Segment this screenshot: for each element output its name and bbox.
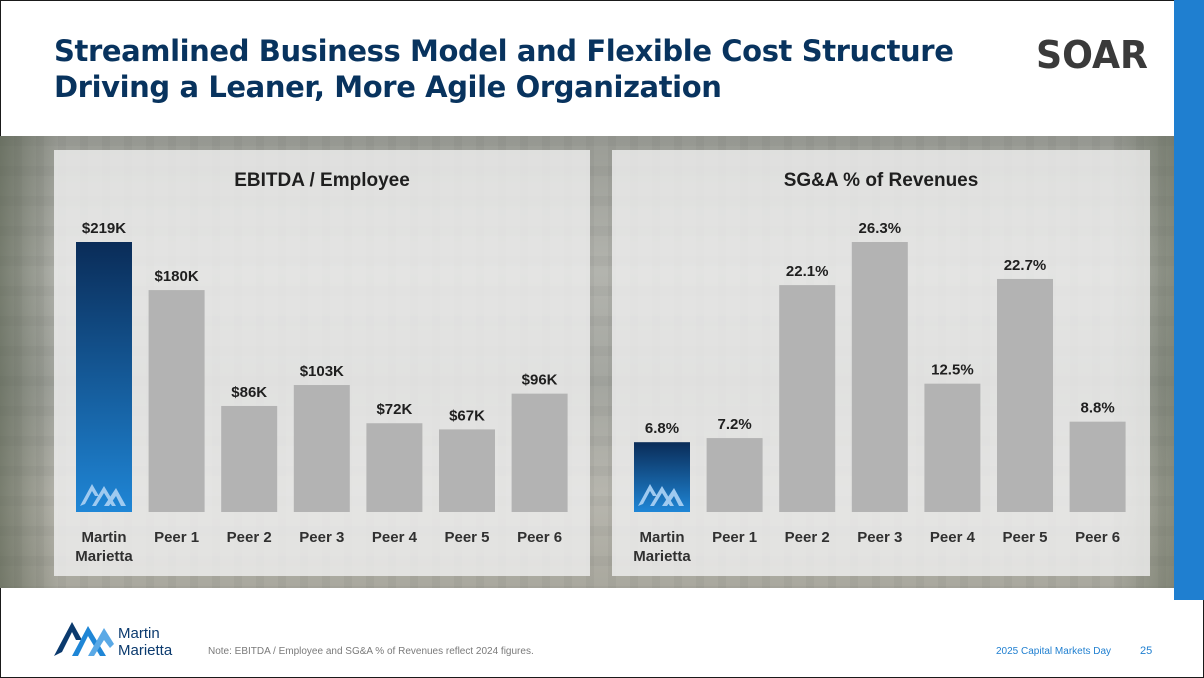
bar-value-label: 22.7% [1004,257,1047,274]
bar [706,438,763,512]
martin-marietta-bar-logo-icon [638,484,684,506]
category-label: Peer 3 [299,529,344,546]
bar-value-label: $72K [376,401,412,418]
bar [1069,421,1126,512]
category-label: Peer 4 [372,529,418,546]
category-label: Peer 4 [930,529,976,546]
category-label: Peer 2 [785,529,830,546]
bar-value-label: 22.1% [786,263,829,280]
bar-value-label: $96K [522,372,558,389]
bar-value-label: $180K [154,268,198,285]
chart-title: EBITDA / Employee [234,170,410,191]
category-label: Peer 6 [517,529,562,546]
bar-value-label: $67K [449,407,485,424]
bar [997,278,1053,512]
category-label: Peer 1 [712,529,757,546]
category-label: Martin Marietta [633,529,691,565]
bar [148,290,205,512]
bar-highlight [76,242,132,512]
ebitda-per-employee-panel: EBITDA / Employee $219K Martin Marietta $180… [54,150,590,576]
category-label: Martin Marietta [75,529,133,565]
bar-value-label: 6.8% [645,420,679,437]
bar [366,423,423,512]
footer-event-name: 2025 Capital Markets Day [996,646,1112,657]
footer-logo-line-1: Martin [118,625,160,642]
foliage-left [0,136,60,588]
category-label: Peer 1 [154,529,199,546]
bar-value-label: 7.2% [717,416,751,433]
sga-percent-revenues-panel: SG&A % of Revenues 6.8% Martin Marietta 7.2%… [612,150,1150,576]
bar [851,242,908,512]
footer-note: Note: EBITDA / Employee and SG&A % of Re… [208,646,534,657]
bar-value-label: 26.3% [859,220,902,237]
bar [293,385,350,512]
soar-logo: SOAR [1036,36,1148,72]
bar [779,285,836,512]
bar [511,393,568,512]
slide-title-line-1: Streamlined Business Model and Flexible … [54,34,954,68]
category-label: Peer 2 [227,529,272,546]
sga-percent-revenues-chart: SG&A % of Revenues 6.8% Martin Marietta 7.2%… [633,170,1126,565]
bar-value-label: 12.5% [931,362,974,379]
bar [439,429,495,512]
category-label: Peer 5 [1002,529,1047,546]
soar-logo-text: SOAR [1036,36,1148,72]
bar-value-label: $219K [82,220,126,237]
slide-title: Streamlined Business Model and Flexible … [54,33,1014,105]
martin-marietta-bar-logo-icon [80,484,126,506]
bar [924,383,981,512]
footer-logo-line-2: Marietta [118,642,173,659]
accent-bar [1174,0,1204,600]
category-label: Peer 6 [1075,529,1120,546]
bar-value-label: $103K [300,363,344,380]
bar-value-label: 8.8% [1080,400,1114,417]
bar [221,405,278,512]
martin-marietta-footer-logo: Martin Marietta [54,622,173,659]
category-label: Peer 3 [857,529,902,546]
page-number: 25 [1140,645,1153,657]
ebitda-per-employee-chart: EBITDA / Employee $219K Martin Marietta $180… [75,170,568,565]
bar-value-label: $86K [231,384,267,401]
chart-title: SG&A % of Revenues [784,170,979,191]
slide-title-line-2: Driving a Leaner, More Agile Organizatio… [54,70,722,104]
category-label: Peer 5 [444,529,489,546]
